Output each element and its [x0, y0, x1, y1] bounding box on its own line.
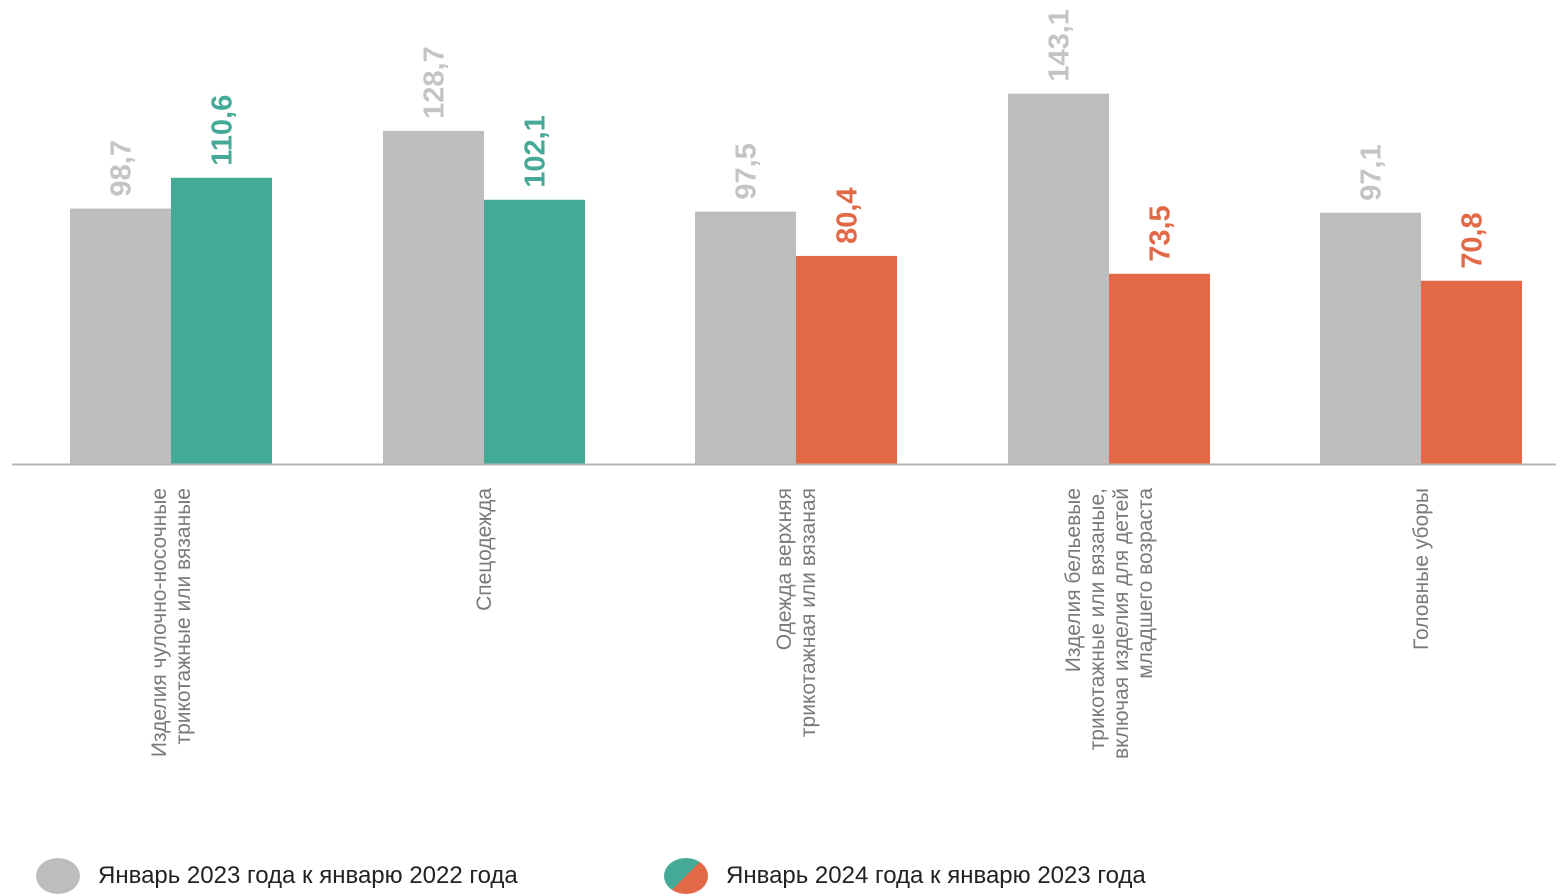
bar-2024-workwear: [484, 199, 585, 464]
value-label-2023-headwear: 97,1: [1356, 144, 1388, 200]
category-label-line: младшего возраста: [1134, 488, 1157, 679]
category-label-line: Изделия бельевые: [1062, 488, 1085, 672]
value-label-2024-outerwear: 80,4: [832, 187, 864, 243]
category-labels-group: Изделия чулочно-носочные трикотажные или …: [148, 488, 1433, 759]
bar-2023-underwear: [1008, 93, 1109, 465]
legend-gray-swatch-icon: [36, 858, 80, 894]
legend-two-color-swatch-icon: [664, 858, 708, 894]
value-label-2023-outerwear: 97,5: [731, 143, 763, 199]
legend-label-2023: Январь 2023 года к январю 2022 года: [98, 862, 518, 889]
bar-2024-outerwear: [796, 255, 897, 464]
category-label-line: включая изделия для детей: [1110, 488, 1133, 759]
category-label-workwear: Спецодежда: [473, 488, 496, 611]
legend-item-2024: Январь 2024 года к январю 2023 года: [664, 856, 1146, 896]
value-label-2024-headwear: 70,8: [1457, 212, 1489, 268]
category-label-line: Изделия чулочно-носочные: [148, 488, 171, 757]
bar-2023-headwear: [1320, 212, 1421, 464]
legend-item-2023: Январь 2023 года к январю 2022 года: [36, 856, 518, 896]
value-label-2023-hosiery: 98,7: [106, 140, 138, 196]
bar-2024-underwear: [1109, 273, 1210, 464]
category-label-hosiery: Изделия чулочно-носочные трикотажные или …: [148, 488, 195, 757]
category-label-outerwear: Одежда верхняя трикотажная или вязаная: [773, 488, 820, 737]
bar-2023-workwear: [383, 130, 484, 465]
legend-label-2024: Январь 2024 года к январю 2023 года: [726, 862, 1146, 889]
value-label-2023-workwear: 128,7: [419, 46, 451, 119]
category-label-underwear: Изделия бельевые трикотажные или вязаные,…: [1062, 488, 1157, 759]
category-label-line: трикотажные или вязаные,: [1086, 488, 1109, 750]
category-label-line: трикотажные или вязаные: [172, 488, 195, 745]
bars-group: [70, 93, 1522, 465]
category-label-line: Головные уборы: [1410, 488, 1433, 650]
bar-2024-hosiery: [171, 177, 272, 464]
bar-2023-outerwear: [695, 211, 796, 464]
value-label-2024-underwear: 73,5: [1145, 205, 1177, 261]
value-label-2023-underwear: 143,1: [1044, 9, 1076, 82]
category-label-line: трикотажная или вязаная: [797, 488, 820, 737]
bar-2023-hosiery: [70, 208, 171, 464]
bar-2024-headwear: [1421, 280, 1522, 464]
category-label-line: Одежда верхняя: [773, 488, 796, 650]
value-label-2024-hosiery: 110,6: [207, 95, 239, 166]
value-labels-group: 98,7 110,6 128,7 102,1 97,5 80,4 143,1 73,5 97,1…: [106, 9, 1489, 269]
value-label-2024-workwear: 102,1: [520, 115, 552, 188]
category-label-line: Спецодежда: [473, 488, 496, 611]
category-label-headwear: Головные уборы: [1410, 488, 1433, 650]
